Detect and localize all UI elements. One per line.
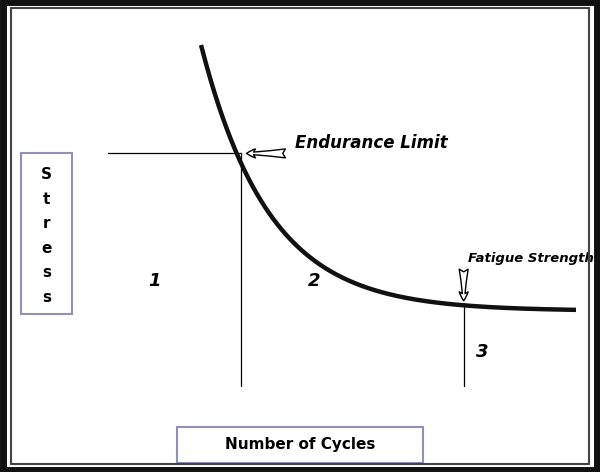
Text: s: s bbox=[42, 265, 51, 280]
Text: r: r bbox=[43, 216, 50, 231]
Text: Number of Cycles: Number of Cycles bbox=[225, 438, 375, 452]
Text: 2: 2 bbox=[308, 272, 320, 290]
Text: Endurance Limit: Endurance Limit bbox=[295, 134, 448, 152]
Text: S: S bbox=[41, 167, 52, 182]
Text: e: e bbox=[41, 241, 52, 256]
Text: 1: 1 bbox=[149, 272, 161, 290]
Text: Fatigue Strength at N cycles: Fatigue Strength at N cycles bbox=[469, 252, 600, 265]
Text: s: s bbox=[42, 290, 51, 305]
Text: t: t bbox=[43, 192, 50, 207]
Text: 3: 3 bbox=[476, 343, 488, 361]
